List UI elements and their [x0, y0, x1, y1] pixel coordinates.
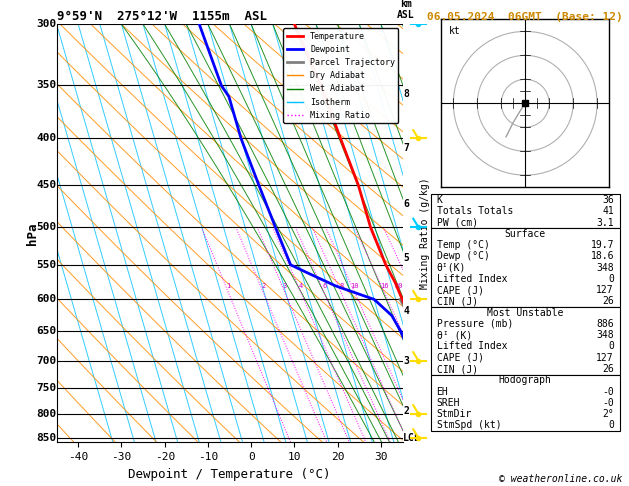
Text: PW (cm): PW (cm)	[437, 218, 477, 227]
Text: 348: 348	[596, 330, 614, 340]
Text: LCL: LCL	[403, 433, 421, 443]
Text: 7: 7	[403, 143, 409, 153]
Text: -0: -0	[602, 386, 614, 397]
Text: CIN (J): CIN (J)	[437, 296, 477, 307]
Bar	[431, 307, 620, 375]
Text: 19.7: 19.7	[591, 240, 614, 250]
Text: 127: 127	[596, 353, 614, 363]
Text: 550: 550	[36, 260, 56, 270]
Text: CAPE (J): CAPE (J)	[437, 285, 484, 295]
Text: -0: -0	[602, 398, 614, 408]
Text: 0: 0	[608, 274, 614, 284]
Text: 26: 26	[602, 364, 614, 374]
Text: θᴵ(K): θᴵ(K)	[437, 262, 466, 273]
Text: 10: 10	[350, 283, 359, 289]
Text: 18.6: 18.6	[591, 251, 614, 261]
Text: 1: 1	[226, 283, 231, 289]
Text: 500: 500	[36, 222, 56, 232]
Text: CIN (J): CIN (J)	[437, 364, 477, 374]
Text: Pressure (mb): Pressure (mb)	[437, 319, 513, 329]
Text: Lifted Index: Lifted Index	[437, 274, 507, 284]
Text: Totals Totals: Totals Totals	[437, 206, 513, 216]
Text: km
ASL: km ASL	[397, 0, 415, 20]
Text: 16: 16	[380, 283, 389, 289]
Text: 850: 850	[36, 433, 56, 443]
Text: 750: 750	[36, 383, 56, 393]
Text: 700: 700	[36, 356, 56, 365]
Text: 650: 650	[36, 326, 56, 336]
Text: Dewp (°C): Dewp (°C)	[437, 251, 489, 261]
Text: 26: 26	[602, 296, 614, 307]
Text: Lifted Index: Lifted Index	[437, 342, 507, 351]
Text: 3: 3	[283, 283, 287, 289]
Text: CAPE (J): CAPE (J)	[437, 353, 484, 363]
Text: 2: 2	[261, 283, 265, 289]
Text: Most Unstable: Most Unstable	[487, 308, 564, 318]
Text: 2°: 2°	[602, 409, 614, 419]
Text: 8: 8	[403, 89, 409, 100]
Text: 4: 4	[403, 306, 409, 316]
Text: 6: 6	[322, 283, 326, 289]
Text: kt: kt	[448, 26, 460, 36]
Bar	[431, 194, 620, 228]
Text: SREH: SREH	[437, 398, 460, 408]
Text: 5: 5	[403, 253, 409, 262]
Text: 06.05.2024  06GMT  (Base: 12): 06.05.2024 06GMT (Base: 12)	[427, 12, 623, 22]
Text: θᴵ (K): θᴵ (K)	[437, 330, 472, 340]
Text: © weatheronline.co.uk: © weatheronline.co.uk	[499, 473, 623, 484]
Text: 127: 127	[596, 285, 614, 295]
Text: 800: 800	[36, 409, 56, 418]
Text: 600: 600	[36, 295, 56, 304]
Text: Hodograph: Hodograph	[499, 375, 552, 385]
Text: 4: 4	[299, 283, 303, 289]
Text: K: K	[437, 195, 442, 205]
Text: 0: 0	[608, 420, 614, 431]
Text: 450: 450	[36, 180, 56, 190]
Text: hPa: hPa	[26, 222, 39, 244]
Text: Mixing Ratio (g/kg): Mixing Ratio (g/kg)	[420, 177, 430, 289]
Text: 3: 3	[403, 356, 409, 365]
Text: 36: 36	[602, 195, 614, 205]
Legend: Temperature, Dewpoint, Parcel Trajectory, Dry Adiabat, Wet Adiabat, Isotherm, Mi: Temperature, Dewpoint, Parcel Trajectory…	[284, 29, 398, 123]
X-axis label: Dewpoint / Temperature (°C): Dewpoint / Temperature (°C)	[128, 468, 331, 481]
Text: 9°59'N  275°12'W  1155m  ASL: 9°59'N 275°12'W 1155m ASL	[57, 10, 267, 23]
Text: 886: 886	[596, 319, 614, 329]
Text: 350: 350	[36, 81, 56, 90]
Text: 400: 400	[36, 134, 56, 143]
Text: StmSpd (kt): StmSpd (kt)	[437, 420, 501, 431]
Text: Surface: Surface	[504, 229, 546, 239]
Text: 20: 20	[394, 283, 403, 289]
Text: 3.1: 3.1	[596, 218, 614, 227]
Text: 8: 8	[339, 283, 343, 289]
Bar	[431, 375, 620, 431]
Text: 300: 300	[36, 19, 56, 29]
Text: 6: 6	[403, 199, 409, 209]
Bar	[431, 228, 620, 307]
Text: Temp (°C): Temp (°C)	[437, 240, 489, 250]
Text: 348: 348	[596, 262, 614, 273]
Text: 2: 2	[403, 406, 409, 416]
Text: EH: EH	[437, 386, 448, 397]
Text: StmDir: StmDir	[437, 409, 472, 419]
Text: 0: 0	[608, 342, 614, 351]
Text: 41: 41	[602, 206, 614, 216]
